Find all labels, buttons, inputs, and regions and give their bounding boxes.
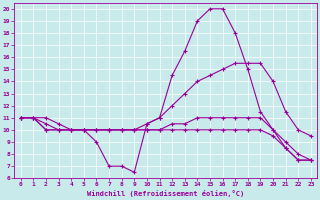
X-axis label: Windchill (Refroidissement éolien,°C): Windchill (Refroidissement éolien,°C) bbox=[87, 190, 244, 197]
